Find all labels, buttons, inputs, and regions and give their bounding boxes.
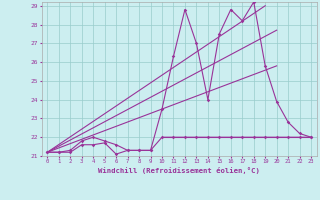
X-axis label: Windchill (Refroidissement éolien,°C): Windchill (Refroidissement éolien,°C) [98,167,260,174]
